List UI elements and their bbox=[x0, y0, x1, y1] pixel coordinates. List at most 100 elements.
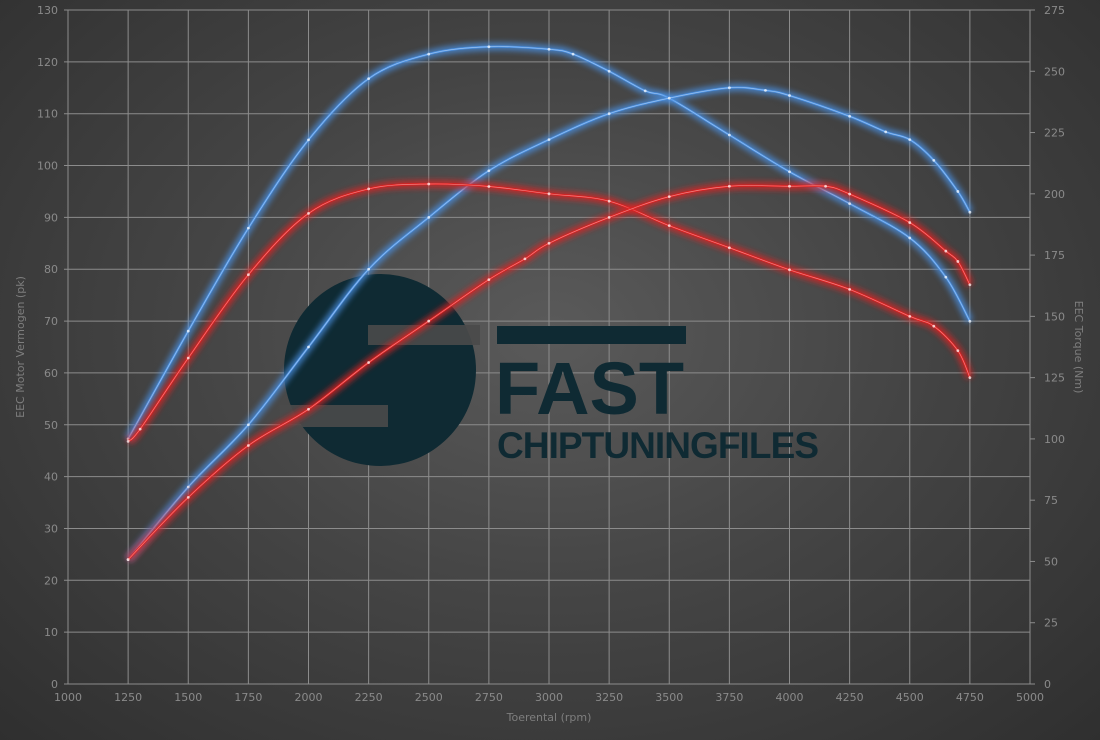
data-point bbox=[788, 94, 791, 97]
logo-text-fast: FAST bbox=[495, 347, 684, 430]
y-right-tick-label: 100 bbox=[1044, 433, 1065, 446]
y-right-tick-label: 250 bbox=[1044, 65, 1065, 78]
y-left-tick-label: 130 bbox=[37, 4, 58, 17]
data-point bbox=[764, 88, 767, 92]
data-point bbox=[571, 52, 575, 56]
data-point bbox=[884, 130, 888, 134]
data-point bbox=[487, 169, 491, 173]
x-tick-label: 4500 bbox=[896, 691, 924, 704]
series-red-pk bbox=[125, 181, 974, 563]
series-line bbox=[127, 184, 971, 561]
data-point bbox=[848, 114, 852, 118]
x-tick-label: 1750 bbox=[234, 691, 262, 704]
data-point bbox=[932, 158, 936, 162]
logo-bar bbox=[497, 326, 686, 344]
x-tick-label: 3500 bbox=[655, 691, 683, 704]
y-left-tick-label: 0 bbox=[51, 678, 58, 691]
data-point bbox=[727, 184, 731, 188]
x-tick-label: 4000 bbox=[776, 691, 804, 704]
data-point bbox=[607, 199, 611, 203]
data-point bbox=[307, 138, 310, 142]
grid bbox=[64, 9, 1031, 685]
data-point bbox=[968, 376, 972, 380]
series-blue-pk bbox=[125, 83, 974, 563]
data-point bbox=[607, 215, 611, 219]
data-point bbox=[848, 288, 852, 291]
y-axis-left-label: EEC Motor Vermogen (pk) bbox=[14, 276, 27, 418]
x-tick-label: 5000 bbox=[1016, 691, 1044, 704]
series-highlight bbox=[127, 185, 971, 560]
x-tick-label: 4750 bbox=[956, 691, 984, 704]
data-point bbox=[487, 278, 491, 281]
y-left-tick-label: 60 bbox=[44, 367, 58, 380]
y-left-tick-label: 20 bbox=[44, 574, 58, 587]
y-right-tick-label: 150 bbox=[1044, 310, 1065, 323]
y-right-tick-label: 200 bbox=[1044, 188, 1065, 201]
data-point bbox=[667, 96, 671, 100]
data-point bbox=[788, 170, 791, 174]
y-left-tick-label: 30 bbox=[44, 522, 58, 535]
data-point bbox=[547, 47, 551, 51]
data-point bbox=[246, 444, 250, 447]
x-tick-label: 3000 bbox=[535, 691, 563, 704]
y-right-tick-label: 125 bbox=[1044, 372, 1065, 385]
data-point bbox=[727, 133, 731, 137]
data-point bbox=[126, 439, 130, 443]
y-right-tick-label: 225 bbox=[1044, 127, 1065, 140]
y-right-tick-label: 25 bbox=[1044, 617, 1058, 630]
x-tick-label: 3750 bbox=[715, 691, 743, 704]
logo-text-chiptuningfiles: CHIPTUNINGFILES bbox=[497, 425, 819, 466]
x-axis-label: Toerental (rpm) bbox=[506, 711, 592, 724]
data-point bbox=[186, 485, 190, 489]
series-highlight bbox=[127, 87, 971, 560]
data-point bbox=[908, 221, 912, 224]
y-right-tick-label: 275 bbox=[1044, 4, 1065, 17]
series-line bbox=[127, 86, 971, 561]
data-point bbox=[487, 185, 491, 188]
y-left-tick-label: 120 bbox=[37, 56, 58, 69]
data-point bbox=[487, 45, 491, 49]
data-point bbox=[908, 236, 912, 240]
data-point bbox=[788, 268, 791, 272]
data-point bbox=[968, 210, 972, 214]
data-point bbox=[427, 319, 431, 323]
data-point bbox=[643, 89, 647, 93]
data-point bbox=[908, 138, 912, 142]
data-point bbox=[607, 69, 611, 73]
y-left-tick-label: 110 bbox=[37, 108, 58, 121]
data-point bbox=[956, 349, 960, 353]
data-point bbox=[367, 267, 371, 271]
x-tick-label: 2500 bbox=[415, 691, 443, 704]
data-point bbox=[186, 356, 190, 360]
data-point bbox=[824, 184, 827, 188]
data-point bbox=[367, 187, 371, 191]
x-tick-label: 2250 bbox=[355, 691, 383, 704]
data-point bbox=[848, 192, 852, 196]
curves bbox=[124, 42, 974, 563]
data-point bbox=[848, 202, 852, 206]
data-point bbox=[547, 192, 551, 196]
data-point bbox=[246, 273, 250, 277]
x-tick-label: 4250 bbox=[836, 691, 864, 704]
data-point bbox=[944, 275, 948, 279]
x-tick-label: 2750 bbox=[475, 691, 503, 704]
data-point bbox=[138, 427, 142, 431]
data-point bbox=[427, 52, 431, 56]
data-point bbox=[307, 212, 310, 215]
data-point bbox=[246, 226, 250, 230]
data-point bbox=[246, 423, 250, 427]
x-tick-label: 1250 bbox=[114, 691, 142, 704]
y-right-tick-label: 50 bbox=[1044, 555, 1058, 568]
x-tick-label: 3250 bbox=[595, 691, 623, 704]
y-left-tick-label: 100 bbox=[37, 160, 58, 173]
y-axis-right-label: EEC Torque (Nm) bbox=[1072, 301, 1085, 394]
logo-circle bbox=[284, 274, 476, 466]
axis-ticks: 1000 1250 1500 1750 2000 2250 2500 2750 3000 3250… bbox=[37, 4, 1065, 704]
data-point bbox=[307, 407, 310, 411]
series-blue-Nm bbox=[124, 42, 974, 441]
data-point bbox=[727, 246, 731, 250]
data-point bbox=[186, 329, 190, 333]
data-point bbox=[523, 257, 527, 261]
data-point bbox=[908, 314, 912, 318]
